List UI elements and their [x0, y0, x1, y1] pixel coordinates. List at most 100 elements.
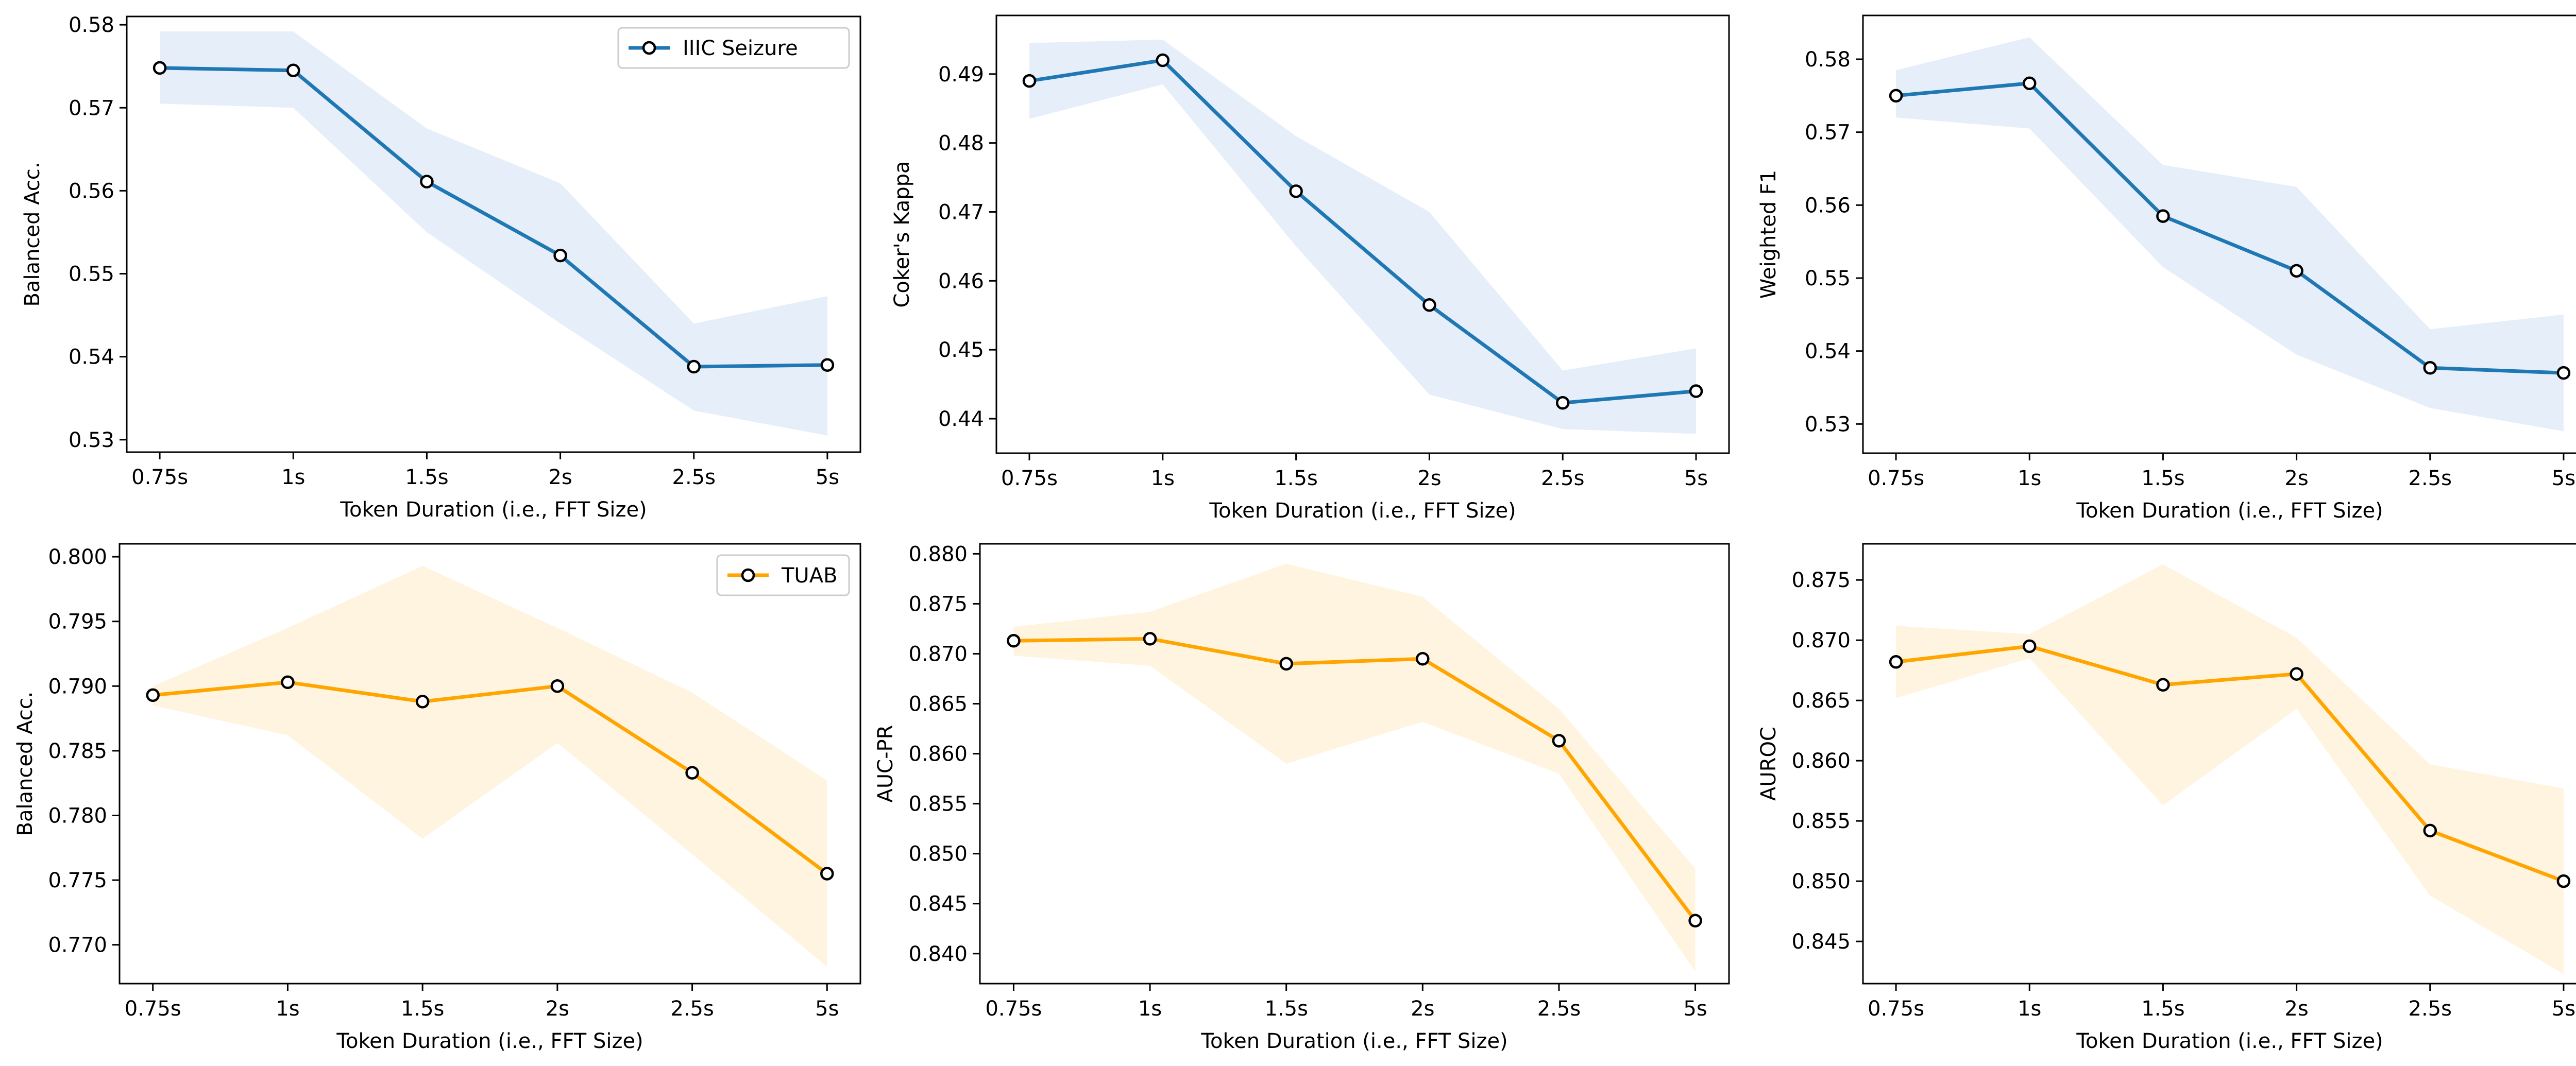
x-tick-label: 1.5s [1264, 997, 1308, 1021]
series-line [152, 680, 828, 875]
confidence-band [160, 31, 827, 436]
y-tick-label: 0.54 [69, 346, 114, 369]
y-tick-label: 0.53 [69, 428, 114, 452]
axes-frame [979, 543, 1730, 985]
y-tick-label: 0.880 [908, 542, 968, 566]
y-axis-label: AUC-PR [874, 725, 897, 803]
y-tick-label: 0.795 [48, 610, 107, 634]
data-point [420, 175, 434, 188]
x-axis-label: Token Duration (i.e., FFT Size) [2076, 499, 2383, 523]
y-tick-label: 0.57 [1805, 121, 1851, 145]
y-axis-label: Balanced Acc. [21, 162, 44, 307]
data-point [1889, 655, 1903, 669]
data-point [2556, 366, 2571, 380]
series-line [160, 66, 827, 369]
x-axis-label: Token Duration (i.e., FFT Size) [336, 1029, 643, 1053]
y-tick-label: 0.800 [48, 545, 107, 569]
y-tick-label: 0.58 [1805, 48, 1851, 72]
y-tick-label: 0.770 [48, 934, 107, 957]
x-tick-label: 0.75s [1001, 467, 1058, 490]
x-tick-label: 2.5s [2409, 467, 2452, 490]
y-tick-label: 0.44 [938, 407, 984, 431]
x-tick-label: 0.75s [125, 997, 181, 1021]
y-tick-label: 0.58 [69, 13, 114, 37]
series-line [1013, 637, 1697, 922]
data-point [415, 695, 430, 709]
x-tick-label: 5s [2552, 467, 2575, 490]
legend: IIIC Seizure [617, 27, 850, 69]
x-tick-label: 2s [1417, 467, 1441, 490]
y-tick-label: 0.845 [1791, 930, 1851, 954]
data-point [550, 679, 565, 693]
x-axis-label: Token Duration (i.e., FFT Size) [2076, 1029, 2383, 1053]
confidence-band [1896, 564, 2564, 974]
chart-tuab-bacc: 0.75s 1s 1.5s 2s 2.5s 5s 0.770 0.775 0.780 0.785 0… [13, 543, 861, 1053]
x-tick-label: 0.75s [1868, 997, 1924, 1021]
data-point [1156, 53, 1170, 67]
y-tick-label: 0.870 [908, 643, 968, 666]
x-tick-label: 1s [2018, 997, 2041, 1021]
y-tick-label: 0.875 [1791, 569, 1851, 592]
axes-frame [1862, 543, 2576, 985]
x-tick-label: 5s [1683, 997, 1707, 1021]
x-tick-label: 2.5s [670, 997, 714, 1021]
y-tick-label: 0.53 [1805, 412, 1851, 436]
x-axis-label: Token Duration (i.e., FFT Size) [1209, 499, 1516, 523]
legend: TUAB [716, 554, 850, 596]
series-line [1029, 58, 1697, 405]
y-tick-label: 0.850 [908, 843, 968, 866]
data-point [2022, 76, 2037, 90]
x-tick-label: 1s [1138, 997, 1162, 1021]
x-tick-label: 1.5s [405, 466, 448, 489]
y-tick-label: 0.46 [938, 269, 984, 293]
series-line [1895, 644, 2565, 883]
x-tick-label: 1s [1151, 467, 1175, 490]
data-point [820, 867, 834, 881]
y-tick-label: 0.780 [48, 804, 107, 828]
y-tick-label: 0.55 [1805, 267, 1851, 290]
data-point [685, 766, 699, 780]
y-tick-label: 0.865 [1791, 689, 1851, 713]
data-point [2290, 667, 2303, 681]
x-tick-label: 5s [816, 466, 839, 489]
x-tick-label: 0.75s [985, 997, 1042, 1021]
legend-box [716, 554, 850, 596]
x-tick-label: 5s [815, 997, 839, 1021]
y-tick-label: 0.49 [938, 63, 984, 87]
x-tick-label: 2s [2284, 467, 2308, 490]
y-axis-label: AUROC [1757, 727, 1781, 801]
legend-label: TUAB [781, 564, 838, 588]
y-tick-label: 0.55 [69, 263, 114, 286]
x-tick-label: 2.5s [2409, 997, 2452, 1021]
x-tick-label: 2s [2284, 997, 2308, 1021]
data-point [687, 359, 701, 374]
y-tick-label: 0.48 [938, 132, 984, 156]
data-point [281, 675, 295, 690]
y-tick-label: 0.855 [908, 793, 968, 816]
confidence-band [1029, 39, 1696, 434]
data-point [152, 61, 167, 75]
y-tick-label: 0.57 [69, 96, 114, 120]
x-tick-label: 2.5s [1541, 467, 1584, 490]
y-tick-label: 0.775 [48, 869, 107, 892]
data-point [2290, 264, 2303, 278]
data-point [1007, 634, 1021, 648]
y-tick-label: 0.865 [908, 693, 968, 716]
y-axis-label: Balanced Acc. [13, 692, 37, 836]
data-point [286, 63, 300, 77]
legend-marker [741, 568, 755, 582]
x-tick-label: 0.75s [131, 466, 188, 489]
x-tick-label: 5s [2552, 997, 2575, 1021]
chart-iiic-f1: 0.75s 1s 1.5s 2s 2.5s 5s 0.53 0.54 0.55 0.56 0.57 0… [1757, 14, 2576, 523]
chart-tuab-auroc: 0.75s 1s 1.5s 2s 2.5s 5s 0.845 0.850 0.855 0.860 0… [1757, 543, 2576, 1053]
series-line [1895, 81, 2564, 375]
x-tick-label: 0.75s [1868, 467, 1924, 490]
y-tick-label: 0.860 [908, 743, 968, 766]
data-point [146, 688, 160, 702]
y-tick-label: 0.840 [908, 942, 968, 966]
axes-frame [1862, 14, 2576, 454]
data-point [1689, 384, 1703, 398]
data-point [2556, 874, 2571, 888]
data-point [1279, 657, 1293, 671]
